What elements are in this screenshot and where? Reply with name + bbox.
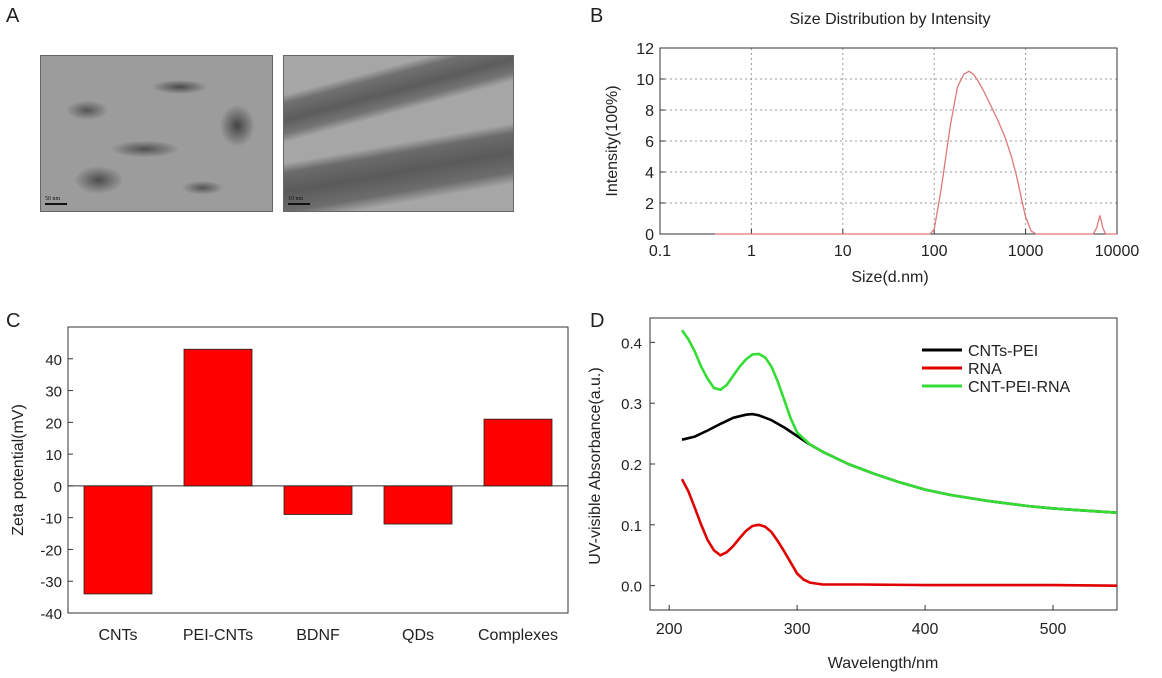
chart-b-x-tick-label: 100 — [921, 243, 948, 260]
chart-c-bar — [83, 485, 153, 595]
chart-b-y-tick-label: 12 — [636, 41, 654, 58]
chart-c-y-tick-label: 10 — [45, 447, 62, 464]
chart-b-x-tick-label: 10000 — [1095, 243, 1140, 260]
chart-c-y-tick-label: 40 — [45, 352, 62, 369]
chart-c-y-tick-label: 0 — [54, 479, 62, 496]
chart-b-y-tick-label: 8 — [645, 103, 654, 120]
tem-image-high-magnification: 10 nm — [283, 55, 514, 212]
chart-d-frame — [649, 317, 1118, 611]
chart-c-x-tick-label: Complexes — [478, 627, 558, 644]
chart-d-x-tick-label: 500 — [1040, 621, 1067, 638]
chart-d-y-axis-label: UV-visible Absorbance(a.u.) — [587, 367, 604, 564]
chart-d-series-line — [680, 329, 1118, 514]
chart-b-y-axis-label: Intensity(100%) — [604, 85, 621, 196]
chart-b-y-tick-label: 0 — [645, 227, 654, 244]
chart-d-y-tick-label: 0.0 — [621, 579, 642, 596]
chart-c-bar — [383, 485, 453, 525]
panel-d-letter: D — [590, 310, 605, 332]
chart-c-bar — [183, 348, 253, 487]
chart-b-x-tick-label: 1000 — [1008, 243, 1044, 260]
chart-b-series-line — [715, 70, 1117, 235]
chart-c-y-axis-label: Zeta potential(mV) — [10, 404, 27, 536]
chart-d-y-tick-label: 0.4 — [621, 335, 642, 352]
chart-b-y-tick-label: 2 — [645, 196, 654, 213]
chart-c-x-tick-label: QDs — [402, 627, 434, 644]
chart-d-series-line — [681, 412, 1118, 514]
chart-c-bar — [483, 418, 553, 487]
panel-c-letter: C — [6, 310, 21, 332]
scale-bar-label: 10 nm — [288, 196, 304, 202]
chart-d-x-tick-label: 300 — [784, 621, 811, 638]
chart-b-x-tick-label: 0.1 — [649, 243, 671, 260]
chart-c-y-tick-label: 30 — [45, 384, 62, 401]
chart-b-title: Size Distribution by Intensity — [790, 11, 991, 28]
chart-b-y-tick-label: 6 — [645, 134, 654, 151]
chart-b-y-tick-label: 10 — [636, 72, 654, 89]
chart-c-y-tick-label: -40 — [40, 606, 62, 623]
panel-a-letter: A — [6, 5, 20, 27]
chart-c-bar — [283, 485, 353, 515]
chart-d-legend-label: RNA — [968, 361, 1002, 378]
chart-d-y-tick-label: 0.3 — [621, 396, 642, 413]
chart-d-legend-label: CNTs-PEI — [968, 343, 1038, 360]
chart-c-y-tick-label: -10 — [40, 511, 62, 528]
chart-d-legend-label: CNT-PEI-RNA — [968, 379, 1071, 396]
chart-c-y-tick-label: 20 — [45, 415, 62, 432]
chart-d-x-tick-label: 400 — [912, 621, 939, 638]
chart-b-frame — [659, 47, 1118, 235]
chart-c-x-tick-label: PEI-CNTs — [183, 627, 253, 644]
chart-c-y-tick-label: -20 — [40, 542, 62, 559]
chart-c-frame — [67, 326, 569, 614]
panel-b-letter: B — [590, 5, 604, 27]
chart-b-x-tick-label: 1 — [747, 243, 756, 260]
chart-d-y-tick-label: 0.1 — [621, 518, 642, 535]
tem-image-low-magnification: 50 nm — [40, 55, 273, 212]
chart-d-y-tick-label: 0.2 — [621, 457, 642, 474]
chart-c-y-tick-label: -30 — [40, 574, 62, 591]
chart-c-x-tick-label: CNTs — [98, 627, 137, 644]
chart-d-x-axis-label: Wavelength/nm — [828, 655, 939, 672]
chart-d-series-line — [680, 478, 1118, 587]
chart-b-x-tick-label: 10 — [834, 243, 852, 260]
chart-b-x-axis-label: Size(d.nm) — [851, 269, 928, 286]
scale-bar-label: 50 nm — [45, 196, 61, 202]
chart-d-x-tick-label: 200 — [656, 621, 683, 638]
chart-c-x-tick-label: BDNF — [296, 627, 340, 644]
chart-b-y-tick-label: 4 — [645, 165, 654, 182]
